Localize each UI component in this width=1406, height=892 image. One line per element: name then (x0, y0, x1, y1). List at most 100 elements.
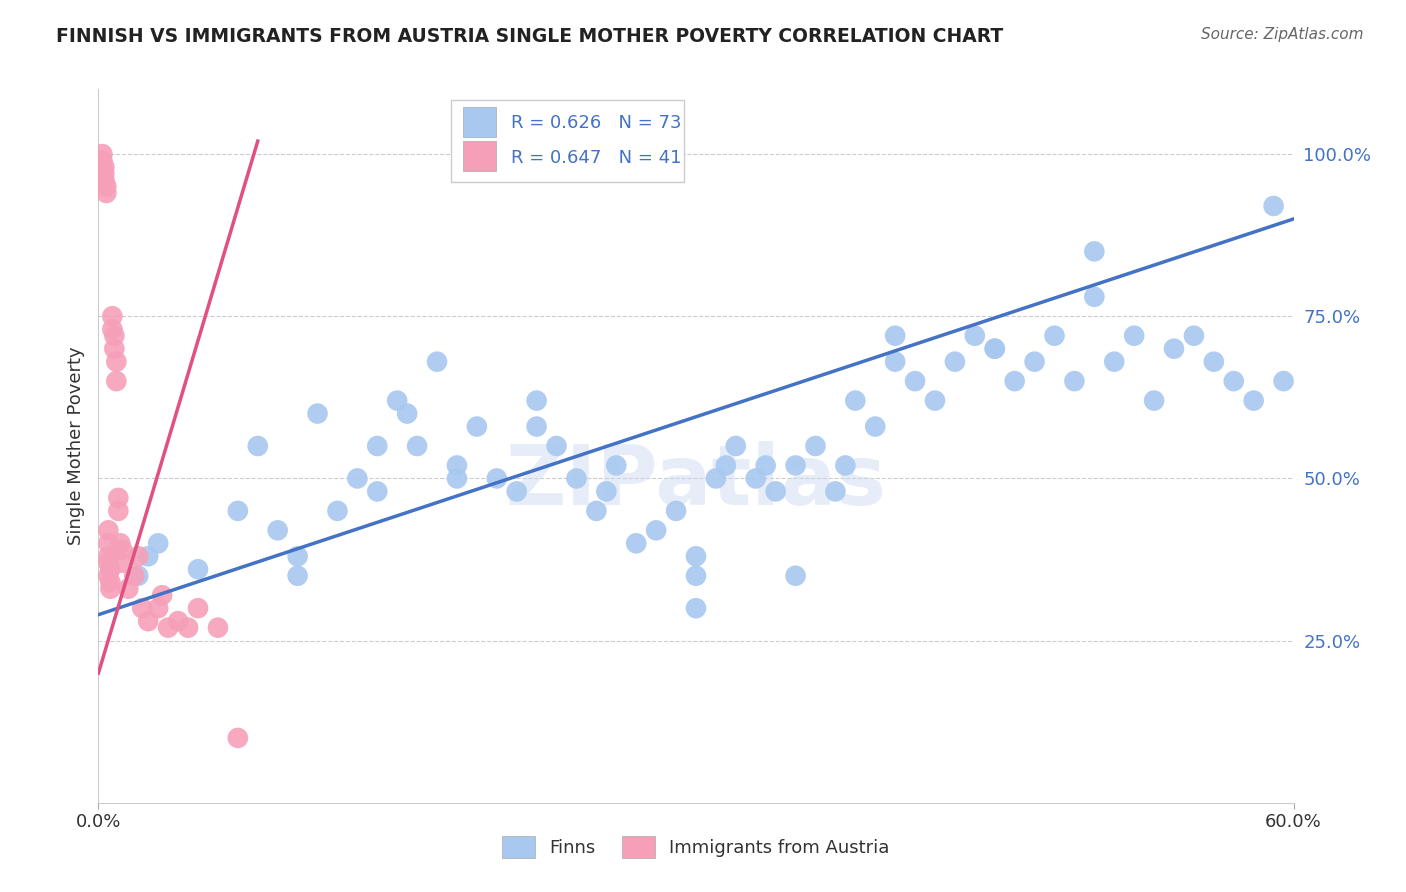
Point (307, 407, 329, 421)
Point (1083, 244, 1105, 259)
Point (526, 419, 548, 434)
Point (745, 471, 768, 485)
Point (1143, 393, 1166, 408)
Point (97, 568, 120, 582)
Point (406, 439, 429, 453)
Point (124, 568, 146, 582)
Point (136, 549, 159, 564)
Point (984, 342, 1007, 356)
Point (96, 179, 118, 194)
Point (287, 568, 309, 582)
Point (1063, 374, 1085, 388)
Point (1182, 328, 1205, 343)
Point (506, 484, 529, 499)
Point (724, 439, 747, 453)
Point (267, 524, 290, 538)
Y-axis label: Single Mother Poverty: Single Mother Poverty (66, 347, 84, 545)
Point (446, 471, 468, 485)
Point (1223, 374, 1246, 388)
Legend: Finns, Immigrants from Austria: Finns, Immigrants from Austria (495, 829, 897, 865)
Point (127, 568, 149, 582)
Point (226, 504, 249, 518)
Point (1263, 199, 1285, 213)
Point (385, 393, 409, 408)
Point (1083, 290, 1105, 304)
Point (785, 458, 807, 473)
Text: R = 0.647   N = 41: R = 0.647 N = 41 (510, 150, 682, 168)
Point (943, 354, 966, 368)
Point (626, 536, 648, 550)
Point (97, 536, 120, 550)
Point (98, 582, 122, 596)
Point (107, 491, 129, 505)
Point (685, 568, 707, 582)
Point (97, 556, 120, 570)
Point (884, 354, 907, 368)
Point (148, 601, 170, 615)
Point (93, 167, 115, 181)
Point (246, 439, 269, 453)
Point (287, 549, 309, 564)
Point (685, 601, 707, 615)
Point (1272, 374, 1295, 388)
Point (865, 419, 887, 434)
Point (101, 322, 124, 336)
Point (131, 601, 153, 615)
Point (187, 601, 209, 615)
Point (704, 471, 727, 485)
Point (96, 186, 118, 200)
Point (150, 588, 173, 602)
Point (167, 614, 190, 628)
Point (565, 471, 588, 485)
Point (366, 439, 388, 453)
Point (804, 439, 827, 453)
Point (91, 167, 114, 181)
Point (585, 504, 607, 518)
Point (1104, 354, 1126, 368)
Point (1024, 354, 1046, 368)
Point (98, 575, 122, 590)
Point (446, 458, 468, 473)
Point (426, 354, 449, 368)
Point (97, 524, 120, 538)
Point (103, 328, 125, 343)
Point (1004, 374, 1026, 388)
Point (103, 342, 125, 356)
Point (605, 458, 627, 473)
Point (984, 342, 1007, 356)
Point (91, 147, 114, 161)
Point (111, 542, 134, 557)
Text: R = 0.626   N = 73: R = 0.626 N = 73 (510, 114, 682, 132)
Text: FINNISH VS IMMIGRANTS FROM AUSTRIA SINGLE MOTHER POVERTY CORRELATION CHART: FINNISH VS IMMIGRANTS FROM AUSTRIA SINGL… (56, 27, 1004, 45)
Point (465, 419, 488, 434)
Point (595, 484, 617, 499)
Point (665, 504, 688, 518)
Point (187, 562, 209, 576)
Point (98, 562, 122, 576)
Point (904, 374, 927, 388)
Point (1202, 354, 1225, 368)
Point (207, 621, 229, 635)
Point (396, 407, 419, 421)
Point (93, 173, 115, 187)
Point (844, 393, 866, 408)
Point (834, 458, 856, 473)
Point (1123, 328, 1146, 343)
Point (546, 439, 568, 453)
FancyBboxPatch shape (463, 107, 496, 137)
FancyBboxPatch shape (451, 100, 685, 182)
Point (1043, 328, 1066, 343)
Point (105, 374, 128, 388)
Point (110, 536, 132, 550)
FancyBboxPatch shape (463, 141, 496, 171)
Point (526, 393, 548, 408)
Point (91, 153, 114, 168)
Point (963, 328, 986, 343)
Point (148, 536, 170, 550)
Text: ZIPatlas: ZIPatlas (506, 442, 886, 522)
Point (105, 354, 128, 368)
Point (924, 393, 946, 408)
Point (91, 160, 114, 174)
Point (346, 471, 368, 485)
Point (1163, 342, 1185, 356)
